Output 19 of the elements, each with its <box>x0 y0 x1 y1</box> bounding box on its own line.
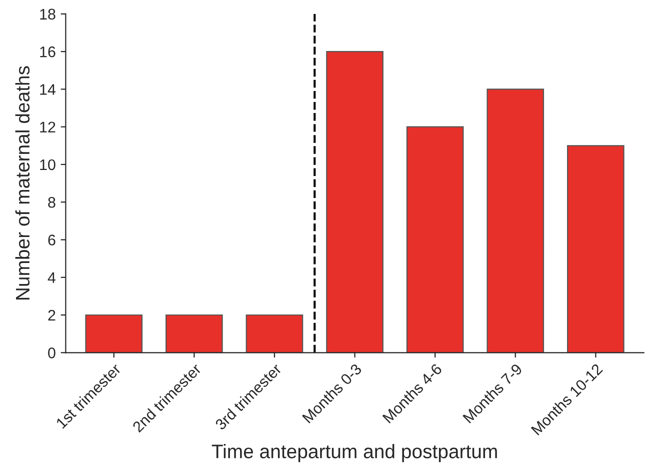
y-axis-title: Number of maternal deaths <box>15 66 30 300</box>
bar <box>326 51 384 353</box>
y-tick-label: 12 <box>40 122 56 132</box>
bar <box>246 314 304 353</box>
x-axis-title: Time antepartum and postpartum <box>212 444 497 462</box>
y-tick-label: 4 <box>48 272 56 283</box>
y-tick-label: 16 <box>40 46 56 58</box>
y-tick-label: 10 <box>40 159 56 170</box>
bar <box>85 314 143 353</box>
bar <box>486 88 544 353</box>
bar <box>166 314 223 353</box>
y-tick-label: 14 <box>40 84 56 95</box>
y-tick-label: 8 <box>48 196 56 208</box>
bar <box>567 145 624 353</box>
y-tick-label: 2 <box>48 310 56 321</box>
y-tick-label: 18 <box>40 8 56 20</box>
y-tick-label: 0 <box>48 348 56 358</box>
bar <box>406 126 464 353</box>
y-tick-label: 6 <box>48 234 56 246</box>
